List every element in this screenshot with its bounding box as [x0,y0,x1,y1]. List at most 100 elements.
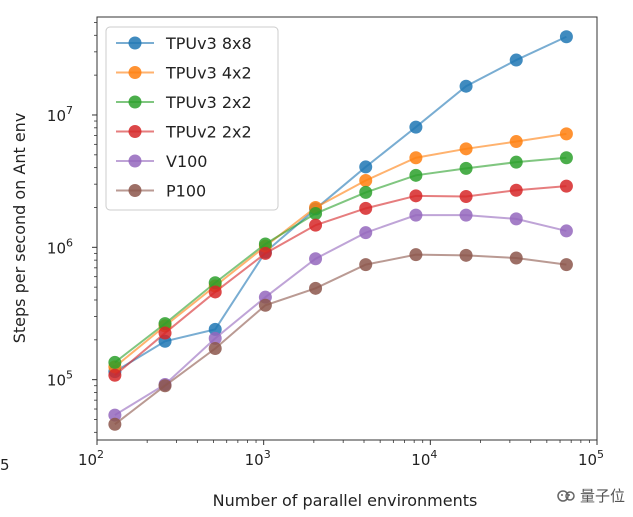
data-point [459,142,473,156]
x-tick-base: 10 [245,451,264,469]
data-point [359,258,373,272]
data-point [459,79,473,93]
watermark-logo-icon [557,489,575,502]
data-point [359,185,373,199]
x-tick-base: 10 [411,451,430,469]
x-tick-label: 103 [245,448,271,469]
legend-item: V100 [116,152,207,171]
x-tick-exponent: 5 [597,448,604,461]
y-tick-exponent: 7 [66,104,73,117]
data-point [509,183,523,197]
legend-label: TPUv3 2x2 [165,93,252,112]
y-tick-label: 106 [47,236,73,257]
data-point [459,248,473,262]
x-tick-label: 104 [411,448,437,469]
legend-marker [128,125,142,138]
series-p100 [108,248,573,431]
data-point [359,201,373,215]
x-tick-exponent: 2 [97,448,104,461]
data-point [409,168,423,182]
series-v100 [108,208,573,422]
y-tick-label: 107 [47,104,73,125]
data-point [108,368,122,382]
data-point [158,326,172,340]
data-point [208,341,222,355]
y-tick-exponent: 5 [66,369,73,382]
data-point [509,135,523,149]
legend-marker [128,154,142,168]
series-line [114,185,567,377]
stray-tick-label: 5 [0,456,10,474]
data-point [559,258,573,272]
data-point [359,226,373,240]
legend-item: P100 [116,182,206,201]
data-point [559,127,573,141]
y-tick-label: 105 [47,369,73,390]
data-point [158,379,172,393]
series-tpuv3-2x2 [108,151,573,369]
series-line [114,132,567,368]
data-point [309,218,323,232]
x-axis-label: Number of parallel environments [213,491,478,510]
y-tick-base: 10 [47,372,66,390]
data-point [409,189,423,203]
legend-marker [128,95,142,109]
data-point [459,190,473,204]
data-point [309,207,323,221]
x-tick-base: 10 [78,451,97,469]
series-line [114,253,567,426]
series-line [114,156,567,364]
data-point [258,298,272,312]
series-line [114,35,567,373]
data-point [409,151,423,165]
x-tick-base: 10 [578,451,597,469]
data-point [309,281,323,295]
watermark: 量子位 [556,485,625,506]
data-point [509,53,523,67]
x-tick-label: 105 [578,448,604,469]
y-axis-label: Steps per second on Ant env [10,113,29,344]
data-point [409,208,423,222]
data-point [208,322,222,336]
y-tick-base: 10 [47,107,66,125]
data-point [359,160,373,174]
data-point [258,246,272,260]
x-tick-exponent: 3 [264,448,271,461]
data-point [559,30,573,44]
x-tick-exponent: 4 [430,448,437,461]
data-point [459,208,473,222]
legend-item: TPUv2 2x2 [116,123,252,142]
legend-item: TPUv3 4x2 [116,64,252,83]
data-point [459,161,473,175]
data-point [108,355,122,369]
data-point [309,252,323,266]
data-point [158,317,172,331]
legend-item: TPUv3 8x8 [116,34,252,53]
data-point [359,173,373,187]
legend-label: V100 [166,152,207,171]
data-point [108,417,122,431]
data-point [509,212,523,226]
data-point [559,179,573,193]
data-point [208,276,222,290]
x-tick-label: 102 [78,448,104,469]
legend-item: TPUv3 2x2 [116,93,252,112]
legend: TPUv3 8x8 TPUv3 4x2 TPUv3 2x2 TPUv2 2x2 V100… [105,26,279,211]
x-axis-ticks: 102 103 104 105 [78,440,604,469]
data-point [208,285,222,299]
data-point [108,408,122,422]
series-layer [108,30,573,431]
y-tick-base: 10 [47,239,66,257]
legend-marker [128,184,142,197]
data-point [208,331,222,345]
data-point [509,155,523,169]
watermark-text: 量子位 [580,487,626,505]
data-point [258,237,272,251]
data-point [509,251,523,265]
y-tick-exponent: 6 [66,236,73,249]
legend-marker [128,66,142,79]
series-line [114,214,567,416]
legend-label: TPUv2 2x2 [165,123,252,142]
